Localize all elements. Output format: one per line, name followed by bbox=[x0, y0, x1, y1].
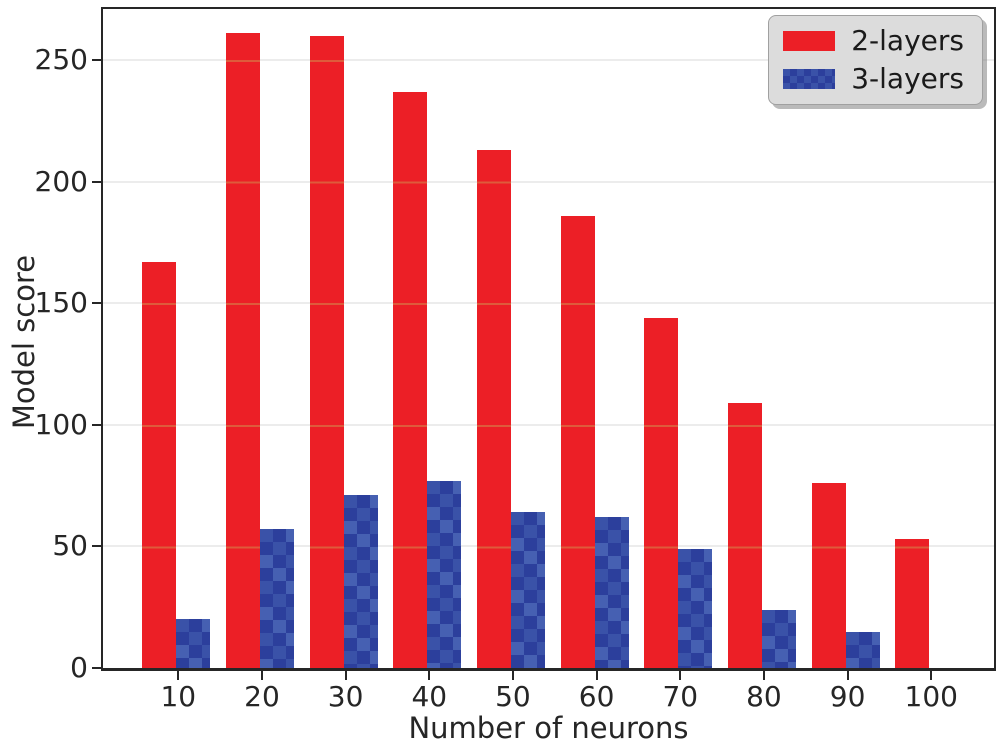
x-tick-label-80: 80 bbox=[746, 680, 782, 713]
bar-3-layers-10 bbox=[176, 619, 211, 668]
bar-3-layers-30 bbox=[343, 495, 378, 668]
bar-2-layers-80 bbox=[727, 402, 762, 668]
x-tick-label-30: 30 bbox=[327, 680, 364, 713]
x-tick-mark-40 bbox=[428, 671, 431, 680]
y-tick-label-50: 50 bbox=[52, 529, 88, 563]
legend-swatch-blue bbox=[783, 69, 836, 89]
x-tick-mark-30 bbox=[344, 671, 347, 680]
y-tick-label-100: 100 bbox=[34, 407, 88, 441]
y-tick-label-0: 0 bbox=[70, 651, 88, 684]
grid-line-100 bbox=[103, 423, 994, 426]
bar-2-layers-30 bbox=[309, 35, 344, 668]
bar-2-layers-50 bbox=[476, 150, 511, 668]
bar-2-layers-100 bbox=[895, 539, 930, 668]
bar-2-layers-90 bbox=[811, 483, 846, 668]
bar-3-layers-80 bbox=[761, 609, 796, 668]
bar-3-layers-90 bbox=[845, 631, 880, 668]
y-tick-label-250: 250 bbox=[34, 43, 88, 77]
bar-2-layers-20 bbox=[225, 33, 260, 668]
legend: 2-layers 3-layers bbox=[768, 15, 983, 105]
legend-label: 2-layers bbox=[851, 24, 964, 57]
x-tick-label-90: 90 bbox=[829, 680, 866, 713]
x-tick-label-100: 100 bbox=[904, 680, 958, 713]
x-tick-label-10: 10 bbox=[160, 680, 197, 713]
y-tick-mark-250 bbox=[92, 59, 101, 62]
legend-swatch-red bbox=[783, 31, 836, 51]
bar-3-layers-20 bbox=[259, 529, 294, 668]
y-tick-mark-150 bbox=[92, 302, 101, 305]
x-tick-mark-90 bbox=[846, 671, 849, 680]
x-tick-label-40: 40 bbox=[411, 680, 448, 713]
grid-line-200 bbox=[103, 180, 994, 183]
bar-2-layers-70 bbox=[644, 317, 679, 668]
x-tick-mark-100 bbox=[930, 671, 933, 680]
y-tick-mark-200 bbox=[92, 180, 101, 183]
x-tick-mark-50 bbox=[511, 671, 514, 680]
bar-3-layers-70 bbox=[678, 548, 713, 668]
x-tick-label-50: 50 bbox=[495, 680, 531, 713]
legend-label: 3-layers bbox=[851, 62, 964, 95]
legend-item-2-layers: 2-layers bbox=[783, 26, 964, 56]
grid-line-250 bbox=[103, 59, 994, 62]
x-axis-label: Number of neurons bbox=[408, 711, 689, 745]
bar-2-layers-10 bbox=[142, 261, 177, 668]
x-tick-label-60: 60 bbox=[578, 680, 615, 713]
y-tick-label-200: 200 bbox=[34, 164, 88, 198]
x-tick-label-70: 70 bbox=[662, 680, 699, 713]
y-axis-label: Model score bbox=[7, 254, 41, 430]
plot-area: 2-layers 3-layers bbox=[101, 7, 996, 671]
x-tick-mark-10 bbox=[177, 671, 180, 680]
bar-3-layers-50 bbox=[510, 512, 545, 668]
y-tick-mark-100 bbox=[92, 423, 101, 426]
bar-2-layers-40 bbox=[393, 91, 428, 668]
x-tick-mark-70 bbox=[679, 671, 682, 680]
bar-3-layers-40 bbox=[427, 480, 462, 668]
x-tick-mark-20 bbox=[260, 671, 263, 680]
bar-2-layers-60 bbox=[560, 215, 595, 668]
x-tick-mark-80 bbox=[762, 671, 765, 680]
bar-3-layers-60 bbox=[594, 517, 629, 668]
grid-line-150 bbox=[103, 302, 994, 305]
legend-item-3-layers: 3-layers bbox=[783, 64, 964, 94]
x-tick-label-20: 20 bbox=[244, 680, 280, 713]
x-tick-mark-60 bbox=[595, 671, 598, 680]
y-tick-mark-0 bbox=[92, 667, 101, 669]
y-tick-mark-50 bbox=[92, 545, 101, 548]
grid-line-50 bbox=[103, 545, 994, 548]
y-tick-label-150: 150 bbox=[34, 286, 88, 320]
